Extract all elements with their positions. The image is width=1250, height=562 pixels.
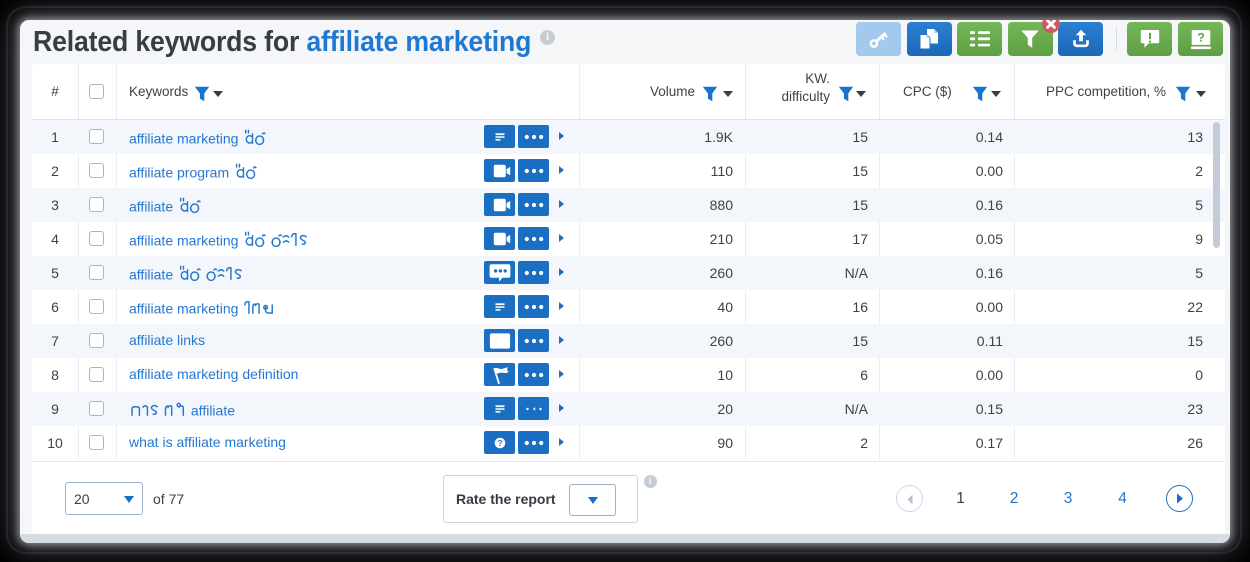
svg-text:?: ? — [1197, 31, 1204, 45]
svg-text:?: ? — [497, 439, 502, 448]
